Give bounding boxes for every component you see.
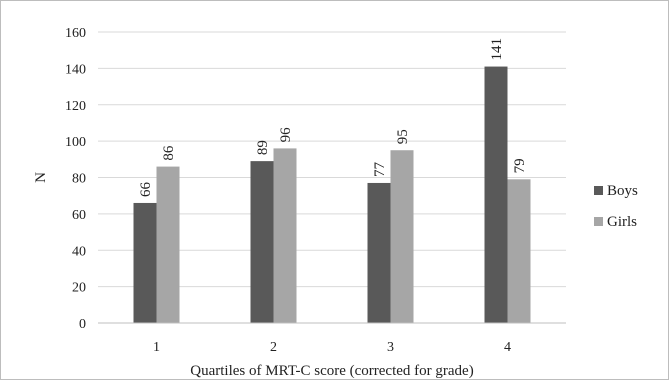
x-tick-label: 4 — [504, 340, 511, 355]
legend-swatch-boys — [594, 186, 603, 195]
data-label-girls-q1: 86 — [161, 145, 177, 161]
y-tick-label: 60 — [72, 208, 86, 223]
bar-boys-q4 — [484, 66, 508, 324]
bar-girls-q3 — [390, 150, 414, 323]
bar-boys-q3 — [367, 182, 391, 323]
data-label-boys-q2: 89 — [255, 140, 271, 155]
data-label-girls-q4: 79 — [512, 158, 528, 173]
y-axis-ticks: 0 20 40 60 80 100 120 140 160 — [65, 26, 86, 332]
x-tick-label: 1 — [153, 340, 160, 355]
legend: Boys Girls — [594, 183, 638, 230]
x-axis-ticks: 1 2 3 4 — [153, 340, 511, 355]
y-tick-label: 80 — [72, 172, 86, 187]
bar-girls-q1 — [156, 166, 180, 323]
data-label-boys-q3: 77 — [372, 161, 388, 177]
x-tick-label: 3 — [387, 340, 394, 355]
y-axis-title: N — [33, 172, 49, 183]
data-label-girls-q2: 96 — [278, 127, 294, 143]
bar-girls-q4 — [507, 179, 531, 323]
bar-girls-q2 — [273, 148, 297, 323]
x-axis-title: Quartiles of MRT-C score (corrected for … — [190, 363, 473, 379]
legend-label-boys: Boys — [607, 183, 638, 199]
bars — [133, 66, 531, 324]
data-label-boys-q4: 141 — [489, 38, 505, 61]
y-tick-label: 120 — [65, 99, 86, 114]
bar-boys-q2 — [250, 161, 274, 323]
y-tick-label: 0 — [79, 317, 86, 332]
y-tick-label: 40 — [72, 244, 86, 259]
legend-swatch-girls — [594, 217, 603, 226]
data-label-boys-q1: 66 — [138, 181, 154, 197]
data-labels: 66 86 89 96 77 95 141 79 — [138, 38, 528, 197]
y-tick-label: 20 — [72, 281, 86, 296]
x-tick-label: 2 — [270, 340, 277, 355]
data-label-girls-q3: 95 — [395, 129, 411, 144]
bar-boys-q1 — [133, 202, 157, 323]
legend-label-girls: Girls — [607, 214, 637, 230]
y-tick-label: 100 — [65, 135, 86, 150]
y-tick-label: 140 — [65, 62, 86, 77]
y-tick-label: 160 — [65, 26, 86, 41]
